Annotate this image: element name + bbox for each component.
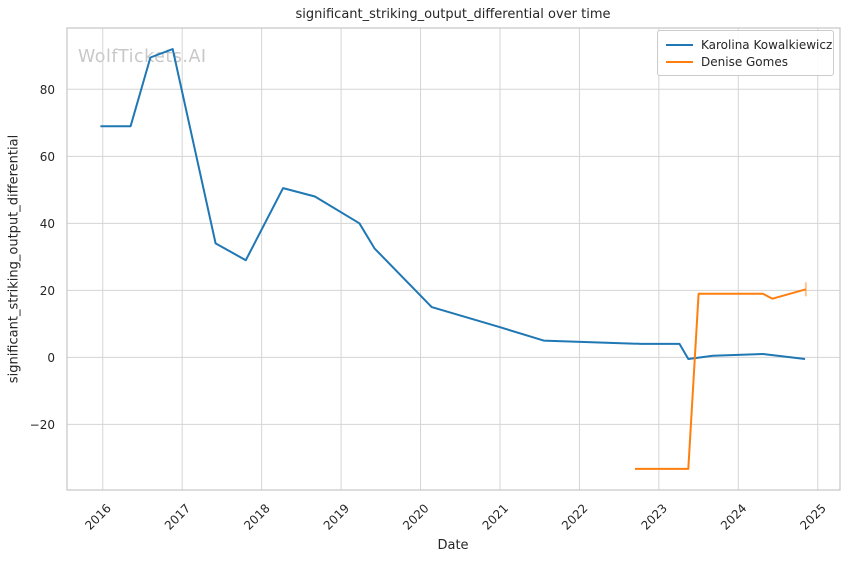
y-tick-label: 20 <box>40 284 55 298</box>
x-tick-label: 2022 <box>559 501 590 532</box>
x-tick-label: 2016 <box>82 501 113 532</box>
y-tick-label: 0 <box>47 351 55 365</box>
x-tick-label: 2018 <box>241 501 272 532</box>
plot-border <box>66 27 841 491</box>
legend-item-karolina-kowalkiewicz: Karolina Kowalkiewicz <box>666 38 832 52</box>
x-tick-label: 2019 <box>321 501 352 532</box>
y-axis-label: significant_striking_output_differential <box>6 134 22 384</box>
y-tick-label: 60 <box>40 150 55 164</box>
series-line-denise-gomes <box>635 288 807 470</box>
y-tick-label: −20 <box>30 418 55 432</box>
x-axis-label: Date <box>437 538 469 553</box>
series-line-karolina-kowalkiewicz <box>100 48 806 360</box>
x-tick-label: 2023 <box>638 501 669 532</box>
y-tick-label: 80 <box>40 83 55 97</box>
chart-title: significant_striking_output_differential… <box>295 7 611 22</box>
x-tick-label: 2020 <box>400 501 431 532</box>
legend-label: Karolina Kowalkiewicz <box>701 37 833 52</box>
legend-item-denise-gomes: Denise Gomes <box>666 55 825 69</box>
x-tick-label: 2025 <box>797 501 828 532</box>
legend-label: Denise Gomes <box>701 55 788 70</box>
legend-line-sample-blue <box>666 43 693 46</box>
legend-line-sample-orange <box>666 61 693 64</box>
y-tick-label: 40 <box>40 217 55 231</box>
x-tick-label: 2017 <box>162 501 193 532</box>
x-tick-label: 2021 <box>480 501 511 532</box>
x-tick-label: 2024 <box>718 501 749 532</box>
legend: Karolina Kowalkiewicz Denise Gomes <box>657 30 834 76</box>
